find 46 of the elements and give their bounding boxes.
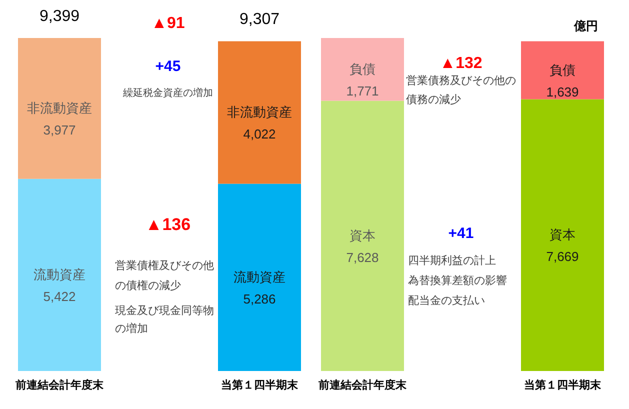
bar [218,41,301,184]
bar [321,100,404,371]
series-label: 資本 [350,228,376,243]
series-label: 非流動資産 [27,100,92,116]
data-label: 5,422 [43,288,76,304]
data-label: 7,669 [546,249,579,264]
data-label: 1,639 [546,84,579,100]
x-tick-label: 当第１四半期末 [221,378,299,392]
annotation: 営業債権及びその他 [115,259,214,272]
text: 負債 [350,61,376,76]
bar [521,41,604,100]
bar [521,99,604,371]
series-label: 流動資産 [34,266,86,282]
annotation: の増加 [115,322,148,335]
bar [321,38,404,101]
bar [18,178,101,371]
annotation: 現金及び現金同等物 [115,305,214,317]
bar [18,38,101,179]
annotation: 債務の減少 [406,93,461,106]
text: 資本 [550,227,576,242]
data-label: 5,286 [243,291,276,306]
annotation: ▲136 [145,215,191,234]
annotation: +45 [155,58,181,75]
text: ▲91 [151,15,185,32]
bar [218,184,301,371]
x-tick-label: 前連結会計年度末 [318,378,408,392]
annotation: +41 [448,225,474,242]
x-tick-label: 前連結会計年度末 [14,378,104,392]
annotation: 四半期利益の計上 [408,254,496,267]
annotation: 繰延税金資産の増加 [122,87,213,99]
annotation: 配当金の支払い [408,294,485,307]
text: 億円 [573,19,598,33]
data-label: 4,022 [243,126,276,142]
series-label: 負債 [550,62,576,78]
data-label: 7,628 [346,250,379,265]
annotation: ▲132 [440,55,482,72]
total-label: 9,307 [239,11,280,28]
total-label: 9,399 [39,8,80,25]
annotation: 為替換算差額の影響 [408,274,507,287]
data-label: 3,977 [43,122,76,138]
annotation: の債権の減少 [115,279,181,292]
x-tick-label: 当第１四半期末 [524,378,602,392]
annotation: 営業債務及びその他の [406,74,516,87]
text: 流動資産 [234,269,286,284]
data-label: 1,771 [346,83,379,98]
text: 非流動資産 [227,104,292,120]
